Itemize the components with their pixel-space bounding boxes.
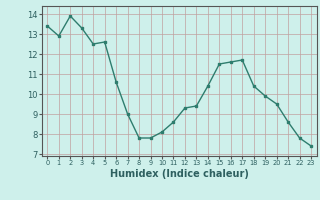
X-axis label: Humidex (Indice chaleur): Humidex (Indice chaleur) [110,169,249,179]
